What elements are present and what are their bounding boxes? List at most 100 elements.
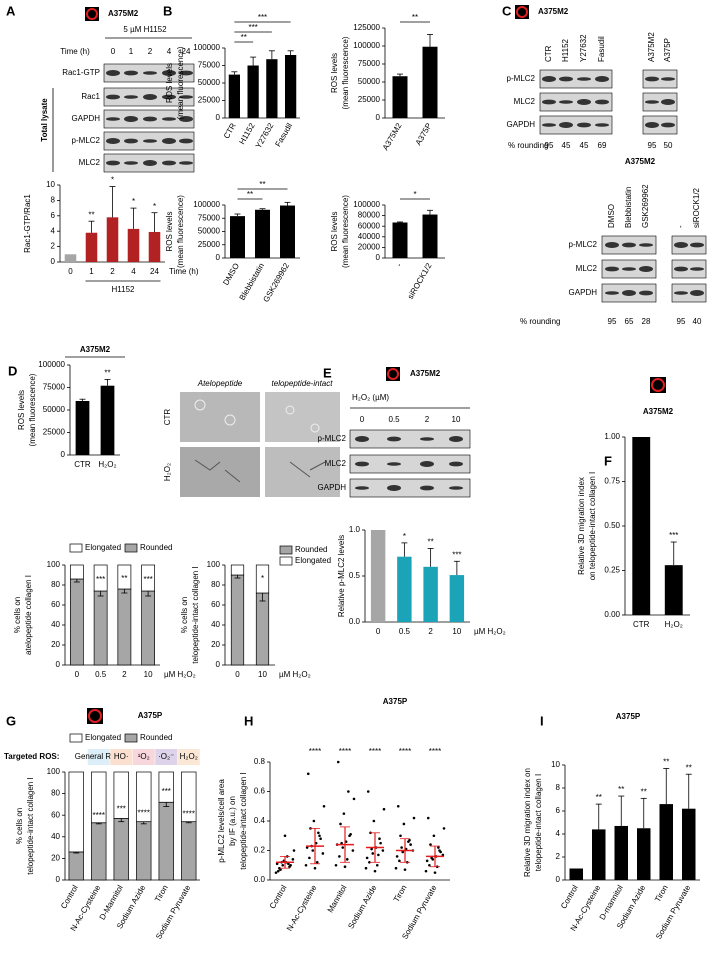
y-axis-label: Relative p-MLC2 levels (337, 535, 346, 617)
y-axis-label: % cells on (180, 597, 189, 633)
blot-strip (539, 115, 613, 135)
bar (255, 209, 270, 258)
y-tick-label: 100000 (353, 41, 380, 50)
y-tick-label: 20 (51, 854, 60, 863)
x-tick-label: siROCK1/2 (406, 261, 434, 301)
ros-item: ·O₂⁻ (158, 752, 174, 761)
y-tick-label: 4 (556, 829, 561, 838)
lane-label: 10 (452, 415, 461, 424)
ros-item: General ROS (75, 752, 123, 761)
ros-box (132, 749, 155, 765)
y-tick-label: 125000 (353, 23, 380, 32)
band (449, 436, 463, 442)
band (449, 461, 463, 467)
point (304, 863, 308, 867)
point (396, 804, 400, 808)
y-tick-label: 6 (51, 211, 56, 220)
band (162, 94, 176, 100)
x-tick-label: 0 (235, 670, 240, 679)
band (639, 290, 653, 296)
band (577, 77, 591, 81)
y-tick-label: 0 (56, 660, 61, 669)
band (661, 122, 675, 128)
point (377, 853, 380, 857)
chart-title: A375M2 (80, 345, 111, 354)
band (143, 71, 157, 75)
row-label: GAPDH (569, 288, 598, 297)
point (347, 790, 350, 793)
legend-label: Elongated (85, 543, 121, 552)
point (401, 850, 405, 854)
x-tick-label: H1152 (237, 121, 257, 146)
band (595, 123, 609, 127)
y-tick-label: 0 (216, 660, 221, 669)
y-tick-label: 100 (207, 560, 221, 569)
chart-title: A375M2 (643, 407, 674, 416)
point (424, 869, 428, 873)
panel-label: C (502, 3, 512, 18)
point (289, 863, 292, 867)
band (106, 138, 120, 144)
band (179, 70, 193, 76)
sig-label: ** (641, 787, 647, 796)
x-tick-label: 10 (258, 670, 267, 679)
cell-icon (86, 8, 98, 20)
bar-segment (230, 574, 245, 666)
band (622, 290, 636, 296)
bar (100, 385, 115, 455)
y-tick-label: 8 (556, 783, 561, 792)
y-axis-label: ROS levels (17, 390, 26, 430)
legend-swatch (69, 733, 83, 743)
point (425, 859, 429, 863)
footer-label: % rounding (520, 317, 560, 326)
panel-label: B (163, 3, 172, 18)
bar-segment (255, 564, 270, 594)
point (365, 856, 369, 860)
y-axis-label: telopeptide-intact collagen I (26, 777, 35, 874)
x-tick-label: 24 (150, 267, 159, 276)
x-axis-label: Time (h) (169, 267, 199, 276)
sig-label: **** (309, 747, 321, 756)
point (433, 871, 437, 874)
sig-label: ** (686, 763, 692, 772)
blot-strip (671, 283, 707, 303)
y-tick-label: 80 (211, 580, 220, 589)
point (283, 834, 287, 838)
sig-label: ** (241, 33, 247, 42)
sig-label: *** (117, 804, 126, 813)
band (542, 99, 556, 105)
point (368, 861, 371, 864)
y-tick-label: 0.6 (254, 787, 266, 796)
y-axis-label: (mean fluorescence) (341, 36, 350, 109)
point (291, 858, 295, 861)
band (690, 290, 704, 296)
cell-line: A375M2 (538, 7, 569, 16)
band (674, 291, 688, 295)
y-tick-label: 0.4 (254, 816, 266, 825)
bar-segment (69, 564, 84, 580)
band (577, 122, 591, 128)
y-tick-label: 60 (211, 600, 220, 609)
band (179, 161, 193, 165)
bar (127, 228, 140, 262)
point (279, 868, 282, 871)
x-tick-label: Control (268, 883, 289, 910)
blot-strip (642, 115, 678, 135)
x-tick-label: 2 (428, 627, 433, 636)
x-tick-label: 4 (131, 267, 136, 276)
band (179, 95, 193, 99)
band (542, 123, 556, 127)
row-label: GAPDH (507, 120, 536, 129)
lane-label: 24 (182, 47, 191, 56)
panel-label: F (604, 453, 612, 468)
footer-value: 95 (677, 317, 686, 326)
point (281, 863, 285, 867)
y-axis-label: (mean fluorescence) (176, 195, 185, 268)
x-tick-label: 0.5 (399, 627, 411, 636)
blot-strip (539, 92, 613, 112)
band (387, 485, 401, 491)
y-tick-label: 0.75 (604, 477, 620, 486)
point (334, 863, 338, 867)
point (319, 837, 322, 840)
sig-label: *** (143, 575, 152, 584)
